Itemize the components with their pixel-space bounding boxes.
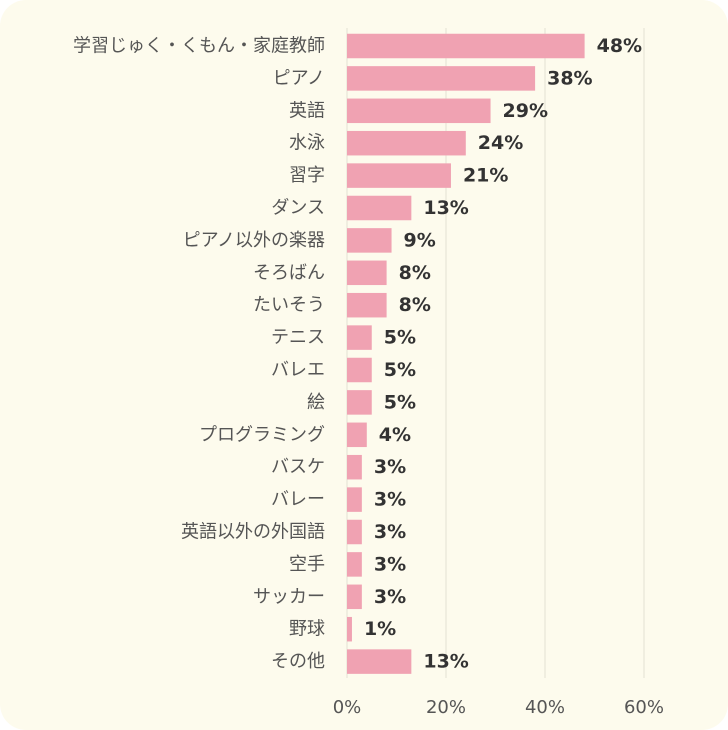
bar-4 — [347, 163, 451, 188]
bar-19 — [347, 649, 412, 674]
value-label-16: 3% — [374, 553, 406, 575]
value-label-11: 5% — [384, 391, 416, 413]
category-label-14: バレー — [271, 489, 325, 510]
category-label-1: ピアノ — [273, 68, 325, 89]
bar-5 — [347, 195, 412, 221]
x-tick-label-1: 20% — [426, 697, 466, 718]
category-label-8: たいそう — [253, 295, 325, 316]
category-label-4: 習字 — [289, 165, 325, 186]
value-label-15: 3% — [374, 521, 406, 543]
bar-0 — [347, 33, 585, 59]
category-label-5: ダンス — [271, 198, 325, 219]
category-label-19: その他 — [271, 651, 325, 672]
value-label-3: 24% — [478, 132, 523, 154]
category-label-2: 英語 — [289, 100, 325, 121]
bar-2 — [347, 98, 491, 124]
category-label-11: 絵 — [307, 392, 325, 413]
value-label-8: 8% — [399, 294, 431, 316]
x-tick-label-2: 40% — [525, 697, 565, 718]
value-label-6: 9% — [404, 229, 436, 251]
category-label-3: 水泳 — [289, 133, 325, 154]
value-label-14: 3% — [374, 489, 406, 511]
bar-8 — [347, 292, 387, 318]
bar-16 — [347, 552, 362, 577]
value-label-5: 13% — [423, 197, 468, 219]
category-label-12: プログラミング — [199, 424, 325, 445]
value-label-7: 8% — [399, 262, 431, 284]
bar-17 — [347, 584, 362, 610]
bar-3 — [347, 130, 466, 156]
value-label-1: 38% — [547, 67, 592, 89]
bar-12 — [347, 422, 367, 448]
category-label-15: 英語以外の外国語 — [181, 522, 325, 543]
category-label-18: 野球 — [289, 619, 325, 640]
bar-14 — [347, 487, 362, 512]
bar-11 — [347, 390, 372, 415]
value-label-2: 29% — [503, 100, 548, 122]
value-label-4: 21% — [463, 165, 508, 187]
category-label-13: バスケ — [271, 457, 325, 478]
bar-9 — [347, 325, 372, 350]
value-label-19: 13% — [423, 651, 468, 673]
category-label-10: バレエ — [271, 360, 325, 381]
bar-15 — [347, 519, 362, 545]
bar-18 — [347, 616, 352, 642]
value-label-18: 1% — [364, 618, 396, 640]
category-label-9: テニス — [271, 327, 325, 348]
category-label-6: ピアノ以外の楽器 — [183, 230, 325, 251]
bar-10 — [347, 357, 372, 383]
bar-1 — [347, 66, 536, 91]
bar-13 — [347, 454, 362, 480]
category-label-17: サッカー — [253, 586, 325, 607]
value-label-0: 48% — [597, 35, 642, 57]
value-label-12: 4% — [379, 424, 411, 446]
value-label-13: 3% — [374, 456, 406, 478]
bar-7 — [347, 260, 387, 286]
category-label-16: 空手 — [289, 554, 325, 575]
value-label-10: 5% — [384, 359, 416, 381]
x-tick-label-0: 0% — [333, 697, 362, 718]
category-label-0: 学習じゅく・くもん・家庭教師 — [73, 36, 325, 57]
bar-6 — [347, 228, 392, 253]
value-label-9: 5% — [384, 327, 416, 349]
value-label-17: 3% — [374, 586, 406, 608]
category-label-7: そろばん — [253, 262, 325, 283]
x-tick-label-3: 60% — [624, 697, 664, 718]
